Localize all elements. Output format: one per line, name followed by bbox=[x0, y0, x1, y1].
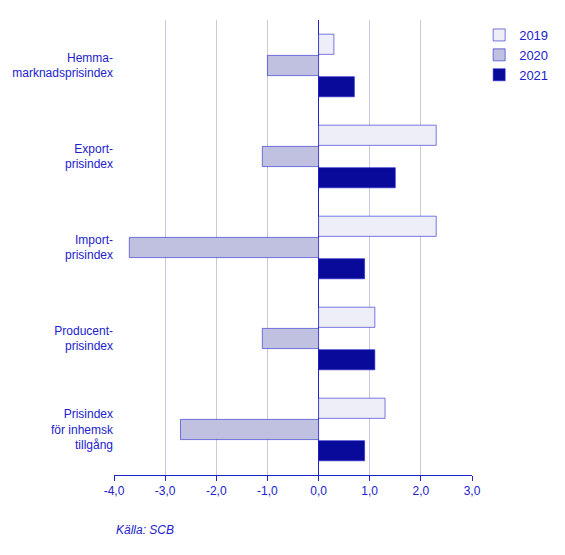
svg-text:2019: 2019 bbox=[519, 28, 548, 43]
svg-text:-1,0: -1,0 bbox=[257, 484, 278, 498]
svg-text:Källa: SCB: Källa: SCB bbox=[116, 523, 174, 537]
svg-text:Producent-prisindex: Producent-prisindex bbox=[54, 324, 113, 354]
svg-text:2021: 2021 bbox=[519, 68, 548, 83]
svg-text:-4,0: -4,0 bbox=[104, 484, 125, 498]
svg-text:Prisindexför inhemsktillgång: Prisindexför inhemsktillgång bbox=[51, 407, 114, 452]
svg-text:1,0: 1,0 bbox=[361, 484, 378, 498]
svg-text:Import-prisindex: Import-prisindex bbox=[65, 233, 113, 263]
svg-text:Export-prisindex: Export-prisindex bbox=[65, 142, 113, 172]
svg-text:-2,0: -2,0 bbox=[206, 484, 227, 498]
svg-text:3,0: 3,0 bbox=[464, 484, 481, 498]
svg-text:2,0: 2,0 bbox=[413, 484, 430, 498]
svg-text:0,0: 0,0 bbox=[310, 484, 327, 498]
svg-text:-3,0: -3,0 bbox=[155, 484, 176, 498]
svg-text:Hemma-marknadsprisindex: Hemma-marknadsprisindex bbox=[12, 51, 113, 81]
svg-text:2020: 2020 bbox=[519, 48, 548, 63]
